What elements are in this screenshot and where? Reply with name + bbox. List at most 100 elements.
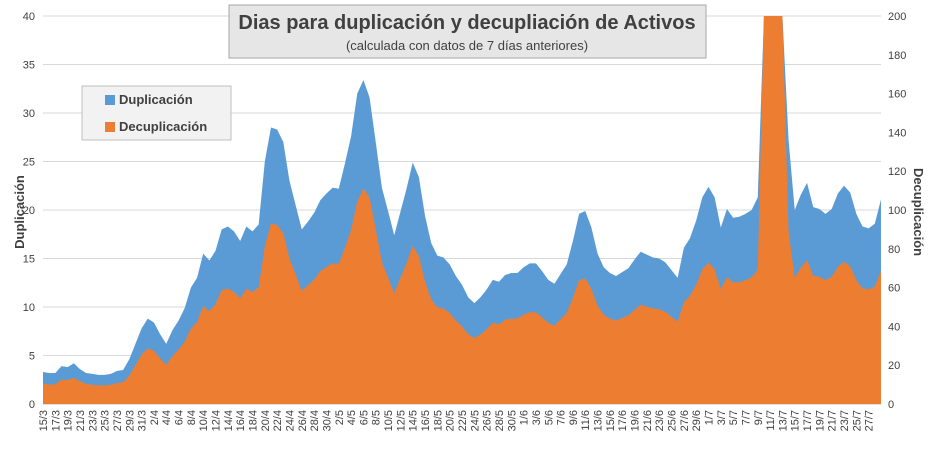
x-tick-label: 17/7 xyxy=(802,410,814,431)
x-tick-label: 23/6 xyxy=(654,410,666,431)
x-axis-ticks: 15/3 17/3 19/3 21/3 23/3 25/3 27/3 29/3 31/3 2/4 4… xyxy=(38,410,876,431)
x-tick-label: 25/6 xyxy=(667,410,679,431)
legend-label-duplicacion: Duplicación xyxy=(119,92,193,107)
chart-subtitle: (calculada con datos de 7 días anteriore… xyxy=(346,38,588,53)
legend-label-decuplicacion: Decuplicación xyxy=(119,119,207,134)
y-tick-label-right: 40 xyxy=(888,321,900,333)
x-tick-label: 18/4 xyxy=(248,410,260,431)
y-axis-title-right: Decuplicación xyxy=(911,168,926,256)
chart-areas xyxy=(43,16,881,404)
x-tick-label: 3/6 xyxy=(531,410,543,425)
left-axis-ticks: 0 5 10 15 20 25 30 35 40 xyxy=(23,11,35,411)
y-tick-label-left: 15 xyxy=(23,254,35,266)
x-tick-label: 8/4 xyxy=(186,410,198,425)
x-tick-label: 5/6 xyxy=(543,410,555,425)
right-axis-ticks: 0 20 40 60 80 100 120 140 160 180 200 xyxy=(888,11,906,411)
x-tick-label: 20/4 xyxy=(260,410,272,431)
x-tick-label: 20/5 xyxy=(445,410,457,431)
x-tick-label: 5/7 xyxy=(728,410,740,425)
x-tick-label: 15/7 xyxy=(790,410,802,431)
x-tick-label: 7/6 xyxy=(556,410,568,425)
title-box-background xyxy=(228,4,707,59)
x-tick-label: 30/5 xyxy=(506,410,518,431)
x-tick-label: 7/7 xyxy=(740,410,752,425)
x-tick-label: 1/7 xyxy=(703,410,715,425)
x-tick-label: 9/6 xyxy=(568,410,580,425)
y-tick-label-right: 120 xyxy=(888,166,906,178)
x-tick-label: 28/4 xyxy=(309,410,321,431)
x-tick-label: 27/3 xyxy=(112,410,124,431)
x-tick-label: 15/6 xyxy=(605,410,617,431)
x-tick-label: 16/4 xyxy=(235,410,247,431)
y-tick-label-left: 20 xyxy=(23,205,35,217)
y-tick-label-left: 35 xyxy=(23,60,35,72)
x-tick-label: 14/5 xyxy=(408,410,420,431)
y-tick-label-right: 180 xyxy=(888,50,906,62)
x-tick-label: 17/6 xyxy=(617,410,629,431)
x-tick-label: 15/3 xyxy=(38,410,50,431)
chart-title: Dias para duplicación y decupliación de … xyxy=(238,12,695,34)
x-tick-label: 31/3 xyxy=(137,410,149,431)
x-tick-label: 21/3 xyxy=(75,410,87,431)
x-tick-label: 26/4 xyxy=(297,410,309,431)
x-tick-label: 19/7 xyxy=(814,410,826,431)
x-tick-label: 19/3 xyxy=(63,410,75,431)
x-tick-label: 10/4 xyxy=(198,410,210,431)
x-tick-label: 16/5 xyxy=(420,410,432,431)
x-tick-label: 29/3 xyxy=(124,410,136,431)
chart-title-box: Dias para duplicación y decupliación de … xyxy=(228,4,707,59)
x-tick-label: 19/6 xyxy=(630,410,642,431)
y-axis-title-left: Duplicación xyxy=(12,175,27,249)
x-tick-label: 24/5 xyxy=(469,410,481,431)
y-tick-label-left: 30 xyxy=(23,108,35,120)
x-tick-label: 24/4 xyxy=(284,410,296,431)
legend: Duplicación Decuplicación xyxy=(81,85,232,141)
x-tick-label: 29/6 xyxy=(691,410,703,431)
x-tick-label: 25/3 xyxy=(100,410,112,431)
y-tick-label-right: 160 xyxy=(888,89,906,101)
y-tick-label-left: 40 xyxy=(23,11,35,23)
x-tick-label: 21/7 xyxy=(827,410,839,431)
y-tick-label-right: 140 xyxy=(888,127,906,139)
x-tick-label: 26/5 xyxy=(482,410,494,431)
y-tick-label-right: 60 xyxy=(888,283,900,295)
y-tick-label-right: 100 xyxy=(888,205,906,217)
y-tick-label-left: 5 xyxy=(29,351,35,363)
x-tick-label: 1/6 xyxy=(519,410,531,425)
x-tick-label: 2/5 xyxy=(334,410,346,425)
x-tick-label: 11/7 xyxy=(765,410,777,431)
x-tick-label: 25/7 xyxy=(851,410,863,431)
x-tick-label: 6/5 xyxy=(358,410,370,425)
x-tick-label: 8/5 xyxy=(371,410,383,425)
x-tick-label: 13/7 xyxy=(777,410,789,431)
x-tick-label: 4/4 xyxy=(161,410,173,425)
x-tick-label: 10/5 xyxy=(383,410,395,431)
x-tick-label: 3/7 xyxy=(716,410,728,425)
x-tick-label: 23/7 xyxy=(839,410,851,431)
x-tick-label: 21/6 xyxy=(642,410,654,431)
x-tick-label: 4/5 xyxy=(346,410,358,425)
y-tick-label-left: 10 xyxy=(23,302,35,314)
x-tick-label: 14/4 xyxy=(223,410,235,431)
x-tick-label: 30/4 xyxy=(321,410,333,431)
x-tick-label: 22/4 xyxy=(272,410,284,431)
y-tick-label-right: 20 xyxy=(888,360,900,372)
x-tick-label: 13/6 xyxy=(593,410,605,431)
x-tick-label: 6/4 xyxy=(174,410,186,425)
y-tick-label-left: 25 xyxy=(23,157,35,169)
y-tick-label-right: 80 xyxy=(888,244,900,256)
x-tick-label: 22/5 xyxy=(457,410,469,431)
x-tick-label: 11/6 xyxy=(580,410,592,431)
x-tick-label: 27/7 xyxy=(864,410,876,431)
x-tick-label: 12/4 xyxy=(211,410,223,431)
x-tick-label: 12/5 xyxy=(395,410,407,431)
y-tick-label-left: 0 xyxy=(29,399,35,411)
x-tick-label: 9/7 xyxy=(753,410,765,425)
x-tick-label: 27/6 xyxy=(679,410,691,431)
x-tick-label: 18/5 xyxy=(432,410,444,431)
y-tick-label-right: 200 xyxy=(888,11,906,23)
x-tick-label: 28/5 xyxy=(494,410,506,431)
y-tick-label-right: 0 xyxy=(888,399,894,411)
legend-swatch-decuplicacion xyxy=(105,122,115,132)
